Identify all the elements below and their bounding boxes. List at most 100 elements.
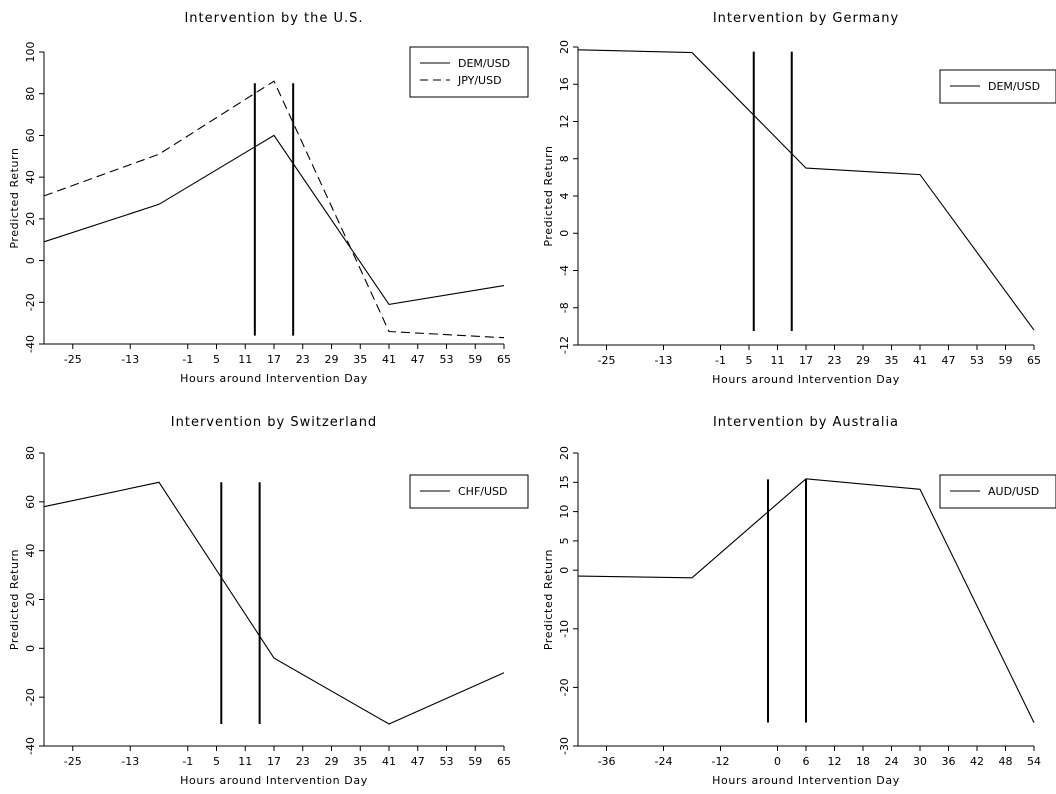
chart-2-y-tick-label: 8 [558, 155, 571, 162]
chart-1-legend-label: JPY/USD [457, 74, 502, 87]
chart-1-y-tick-label: 60 [24, 128, 37, 142]
chart-1-x-tick-label: -13 [121, 353, 139, 366]
chart-3-x-tick-label: 53 [440, 755, 454, 768]
chart-2-y-tick-label: 0 [558, 230, 571, 237]
chart-4-y-tick-label: 0 [558, 567, 571, 574]
chart-3-x-tick-label: -25 [64, 755, 82, 768]
chart-3-x-tick-label: 11 [238, 755, 252, 768]
chart-1-series-jpy-usd [43, 80, 505, 339]
chart-4-x-tick-label: 42 [970, 755, 984, 768]
chart-3-x-label: Hours around Intervention Day [180, 774, 368, 787]
chart-3-y-tick-label: 20 [24, 593, 37, 607]
chart-1-y-tick-label: 40 [24, 170, 37, 184]
chart-3-y-label: Predicted Return [8, 549, 21, 650]
chart-2-x-label: Hours around Intervention Day [712, 373, 900, 386]
chart-2-x-tick-label: -1 [715, 354, 726, 367]
chart-2-y-tick-label: -4 [558, 265, 571, 276]
chart-4-y-tick-label: -10 [558, 620, 571, 638]
chart-1-legend: DEM/USD JPY/USD [409, 46, 529, 98]
chart-3-x-tick-label: 65 [497, 755, 511, 768]
chart-2-x-tick-label: 23 [828, 354, 842, 367]
chart-1-x-tick-label: 41 [382, 353, 396, 366]
chart-3-y-tick-label: 0 [24, 645, 37, 652]
chart-1-y-label: Predicted Return [8, 147, 21, 248]
chart-3-x-tick-label: 17 [267, 755, 281, 768]
chart-3-x-tick-label: 23 [296, 755, 310, 768]
chart-3-x-tick-label: 59 [468, 755, 482, 768]
chart-4-x-tick-label: 30 [913, 755, 927, 768]
chart-4-legend-label: AUD/USD [988, 485, 1039, 498]
chart-4-x-tick-label: 54 [1027, 755, 1041, 768]
chart-4-x-label: Hours around Intervention Day [712, 774, 900, 787]
chart-1-x-label: Hours around Intervention Day [180, 372, 368, 385]
chart-1-series-dem-usd [43, 134, 505, 305]
chart-3-y-tick-label: 40 [24, 544, 37, 558]
chart-3-x-tick-label: 29 [325, 755, 339, 768]
chart-3-legend-label: CHF/USD [458, 485, 508, 498]
chart-4-x-tick-label: 24 [885, 755, 899, 768]
chart-1-legend-box [409, 46, 529, 98]
chart-4-x-tick-label: 0 [774, 755, 781, 768]
chart-1-legend-label: DEM/USD [458, 57, 510, 70]
chart-2-legend-label: DEM/USD [988, 80, 1040, 93]
chart-1-x-tick-label: 5 [213, 353, 220, 366]
chart-2-x-tick-label: -25 [598, 354, 616, 367]
chart-4-y-tick-label: 10 [558, 505, 571, 519]
chart-1-x-tick-label: -25 [64, 353, 82, 366]
chart-4-x-tick-label: 12 [828, 755, 842, 768]
chart-4-title: Intervention by Australia [713, 415, 899, 430]
chart-2-y-label: Predicted Return [542, 145, 555, 246]
chart-4-x-tick-label: 36 [942, 755, 956, 768]
chart-3-y-tick-label: 80 [24, 446, 37, 460]
chart-2-y-tick-label: -8 [558, 302, 571, 313]
chart-1-x-tick-label: 47 [411, 353, 425, 366]
chart-2-x-tick-label: 11 [771, 354, 785, 367]
chart-2-y-tick-label: 4 [558, 193, 571, 200]
chart-1-y-tick-label: 100 [24, 42, 37, 63]
chart-4-legend: AUD/USD [939, 474, 1056, 509]
chart-2-title: Intervention by Germany [713, 11, 899, 26]
chart-1-x-tick-label: 53 [440, 353, 454, 366]
chart-4-x-tick-label: 18 [856, 755, 870, 768]
chart-1-x-tick-label: 23 [296, 353, 310, 366]
chart-3: Intervention by Switzerland -25 -13 -1 5 11 17… [8, 415, 529, 787]
chart-2-x-tick-label: 29 [856, 354, 870, 367]
chart-2-x-tick-label: 53 [970, 354, 984, 367]
chart-2-x-tick-label: 47 [942, 354, 956, 367]
chart-4-y-tick-label: 15 [558, 475, 571, 489]
chart-1: Intervention by the U.S. -25 -13 -1 5 11 17 23 2… [8, 11, 529, 385]
chart-2-x-tick-label: -13 [655, 354, 673, 367]
chart-2-legend: DEM/USD [939, 69, 1056, 104]
chart-4-x-tick-label: 6 [803, 755, 810, 768]
chart-1-x-tick-label: 29 [325, 353, 339, 366]
chart-2-x-tick-label: 5 [746, 354, 753, 367]
chart-2-x-tick-label: 17 [799, 354, 813, 367]
chart-2-y-tick-label: 16 [558, 77, 571, 91]
chart-1-x-tick-label: 59 [468, 353, 482, 366]
chart-4-y-tick-label: -20 [558, 678, 571, 696]
chart-1-y-tick-label: -20 [24, 293, 37, 311]
chart-3-x-tick-label: 35 [353, 755, 367, 768]
chart-3-y-tick-label: -40 [24, 737, 37, 755]
chart-3-legend: CHF/USD [409, 474, 529, 509]
chart-1-y-tick-label: 0 [24, 257, 37, 264]
chart-1-x-tick-label: 35 [353, 353, 367, 366]
chart-3-x-tick-label: 5 [213, 755, 220, 768]
chart-2-y-tick-label: 20 [558, 40, 571, 54]
chart-1-y-tick-label: 80 [24, 87, 37, 101]
chart-4-y-tick-label: 5 [558, 537, 571, 544]
chart-4-y-tick-label: 20 [558, 446, 571, 460]
chart-2-y-tick-label: -12 [558, 336, 571, 354]
chart-2-x-tick-label: 59 [999, 354, 1013, 367]
chart-3-title: Intervention by Switzerland [171, 415, 377, 430]
chart-3-series-chf-usd [43, 481, 505, 725]
chart-3-y-tick-label: -20 [24, 688, 37, 706]
chart-1-x-tick-label: 65 [497, 353, 511, 366]
chart-1-title: Intervention by the U.S. [184, 11, 363, 26]
chart-1-y-tick-label: -40 [24, 335, 37, 353]
chart-1-y-tick-label: 20 [24, 212, 37, 226]
chart-3-x-tick-label: 41 [382, 755, 396, 768]
chart-2-series-dem-usd [577, 49, 1035, 331]
chart-4-x-tick-label: 48 [999, 755, 1013, 768]
